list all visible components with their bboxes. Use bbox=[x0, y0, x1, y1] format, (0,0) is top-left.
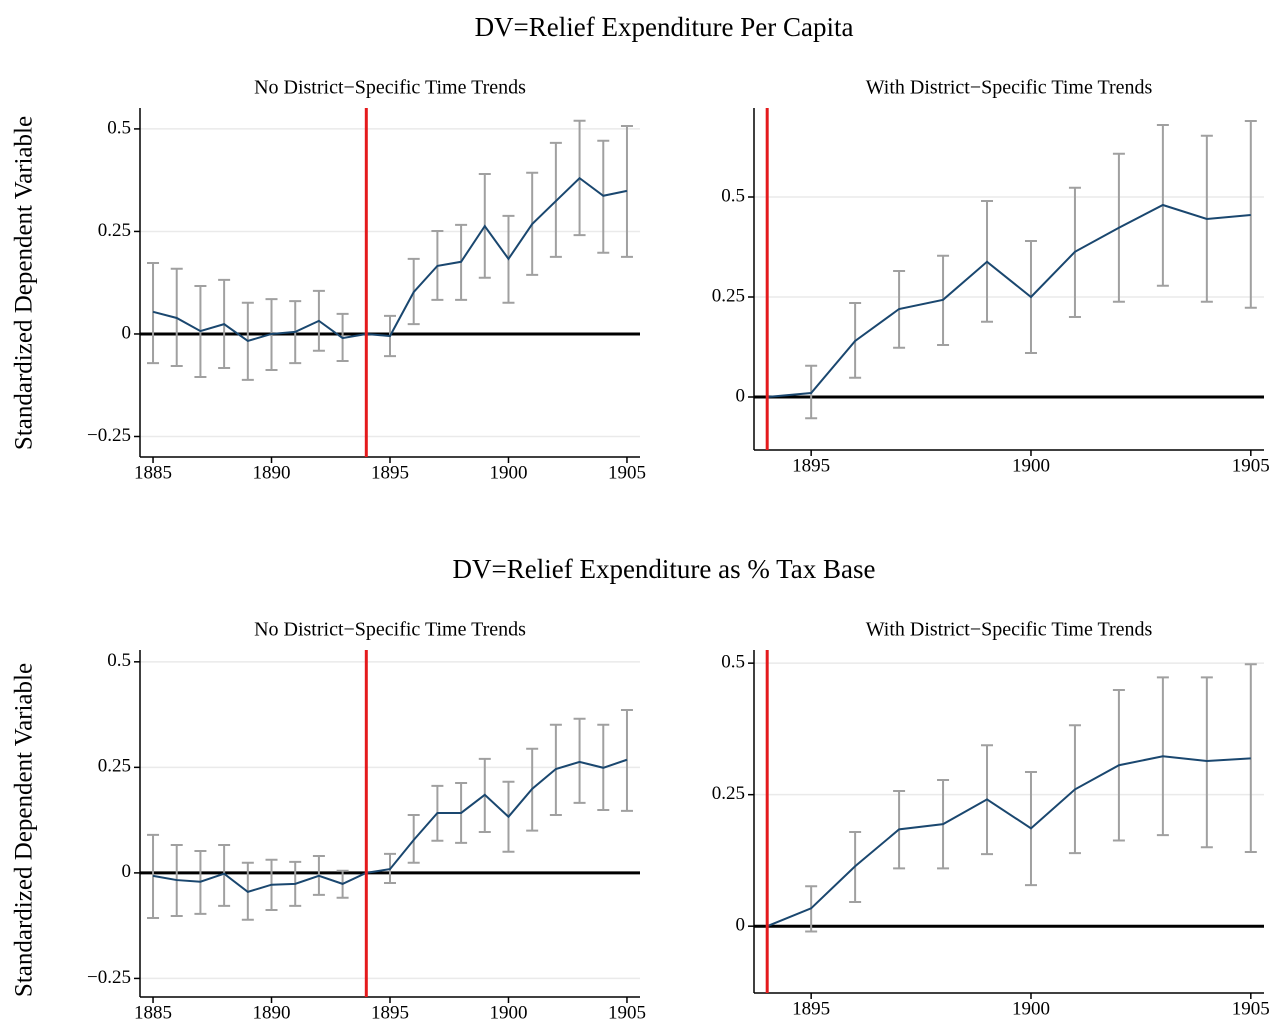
x-tick-label: 1905 bbox=[1232, 998, 1270, 1019]
series-line bbox=[766, 755, 1251, 928]
y-tick-label: 0 bbox=[736, 915, 746, 936]
y-tick-label: 0.5 bbox=[721, 185, 745, 206]
x-tick-label: 1895 bbox=[792, 998, 830, 1019]
subplot-title: With District−Specific Time Trends bbox=[866, 619, 1153, 641]
y-tick-label: 0.5 bbox=[107, 650, 131, 671]
x-tick-label: 1900 bbox=[1012, 455, 1050, 476]
x-tick-label: 1895 bbox=[371, 1002, 409, 1023]
y-tick-label: 0.25 bbox=[712, 783, 745, 804]
x-tick-label: 1900 bbox=[489, 1002, 527, 1023]
error-bar bbox=[573, 717, 586, 804]
y-tick-label: 0 bbox=[122, 322, 132, 343]
y-tick-label: 0.5 bbox=[721, 652, 745, 673]
x-tick-label: 1900 bbox=[1012, 998, 1050, 1019]
error-bar bbox=[1244, 663, 1257, 854]
series-line bbox=[152, 176, 628, 343]
y-axis-label: Standardized Dependent Variable bbox=[11, 663, 38, 997]
error-bar bbox=[1244, 120, 1257, 309]
x-tick-label: 1905 bbox=[1232, 455, 1270, 476]
x-tick-label: 1905 bbox=[608, 462, 646, 483]
y-tick-label: 0 bbox=[122, 861, 132, 882]
y-tick-label: 0.25 bbox=[98, 220, 131, 241]
subplot-title: No District−Specific Time Trends bbox=[254, 77, 526, 99]
y-axis-label: Standardized Dependent Variable bbox=[11, 116, 38, 450]
y-tick-label: 0 bbox=[736, 385, 746, 406]
error-bar bbox=[1200, 676, 1213, 849]
y-tick-label: −0.25 bbox=[87, 967, 131, 988]
y-tick-label: −0.25 bbox=[87, 425, 131, 446]
row-title: DV=Relief Expenditure Per Capita bbox=[475, 12, 854, 42]
x-tick-label: 1890 bbox=[253, 462, 291, 483]
x-tick-label: 1900 bbox=[489, 462, 527, 483]
error-bar bbox=[597, 139, 610, 254]
x-tick-label: 1895 bbox=[792, 455, 830, 476]
x-tick-label: 1890 bbox=[253, 1002, 291, 1023]
row-title: DV=Relief Expenditure as % Tax Base bbox=[453, 554, 876, 584]
subplot-title: No District−Specific Time Trends bbox=[254, 619, 526, 641]
series-line bbox=[767, 203, 1251, 398]
y-tick-label: 0.25 bbox=[98, 756, 131, 777]
y-tick-label: 0.25 bbox=[712, 285, 745, 306]
series-line bbox=[152, 758, 628, 893]
subplot-title: With District−Specific Time Trends bbox=[866, 77, 1153, 99]
error-bar bbox=[218, 844, 231, 907]
x-tick-label: 1895 bbox=[371, 462, 409, 483]
x-tick-label: 1885 bbox=[134, 462, 172, 483]
x-tick-label: 1905 bbox=[608, 1002, 646, 1023]
error-bar bbox=[147, 262, 160, 365]
y-tick-label: 0.5 bbox=[107, 117, 131, 138]
x-tick-label: 1885 bbox=[134, 1002, 172, 1023]
